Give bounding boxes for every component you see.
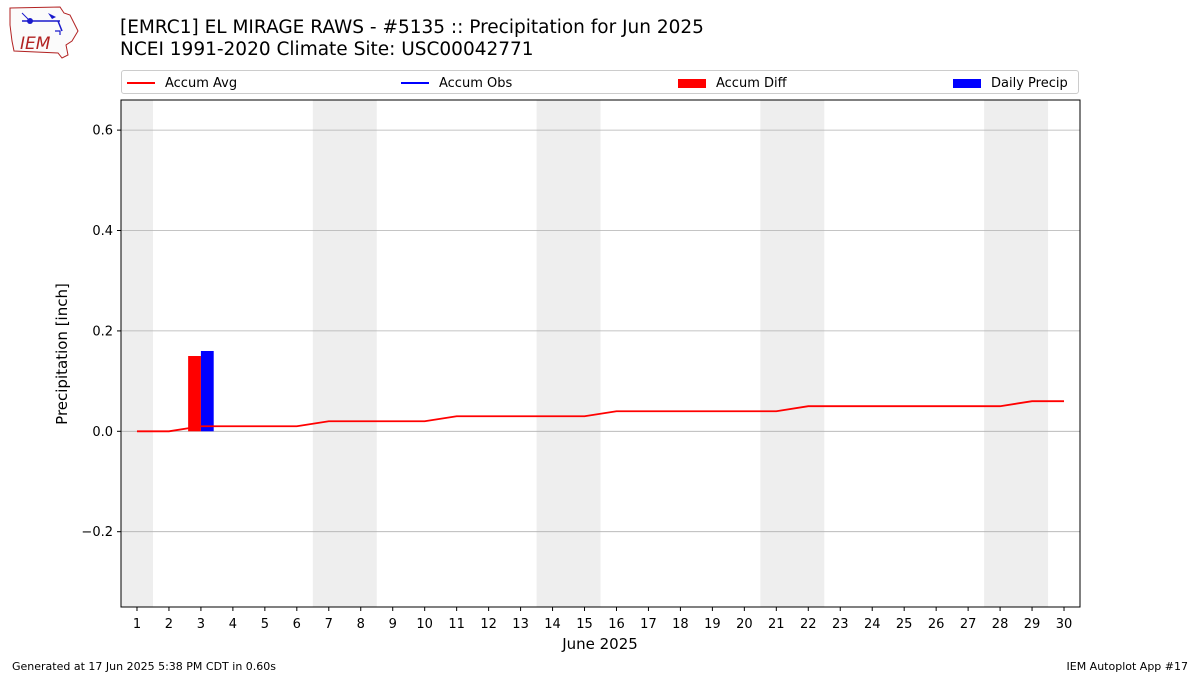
x-tick-label: 21 bbox=[768, 617, 785, 632]
accum-lines bbox=[136, 400, 1065, 433]
weekend-band-3 bbox=[760, 100, 825, 607]
x-tick-label: 18 bbox=[672, 617, 689, 632]
x-tick-label: 5 bbox=[261, 617, 269, 632]
x-tick-label: 24 bbox=[864, 617, 881, 632]
legend-swatch-daily-precip bbox=[953, 78, 981, 88]
legend-swatch-accum-avg bbox=[127, 82, 155, 84]
legend-swatch-accum-diff bbox=[678, 78, 706, 88]
legend-item-accum-obs: Accum Obs bbox=[401, 74, 512, 92]
weekend-band-2 bbox=[536, 100, 601, 607]
x-axis: 1 2 3 4 5 6 7 8 9 10 11 12 13 14 15 16 17 18 19 20 21 22 23 24 2… bbox=[133, 607, 1072, 632]
x-tick-label: 3 bbox=[197, 617, 205, 632]
x-tick-label: 11 bbox=[448, 617, 465, 632]
x-tick-label: 17 bbox=[640, 617, 657, 632]
daily-precip-bar-3 bbox=[200, 350, 214, 432]
legend-label-accum-avg: Accum Avg bbox=[165, 75, 238, 91]
x-tick-label: 29 bbox=[1024, 617, 1041, 632]
y-tick-label: 0.2 bbox=[92, 324, 113, 339]
y-tick-label: 0.0 bbox=[92, 425, 113, 440]
x-tick-label: 19 bbox=[704, 617, 721, 632]
y-tick-label: 0.4 bbox=[92, 224, 113, 239]
x-tick-label: 7 bbox=[325, 617, 333, 632]
weekend-band-1 bbox=[312, 100, 377, 607]
y-axis-label: Precipitation [inch] bbox=[53, 283, 71, 425]
iem-logo-graphic: IEM bbox=[9, 6, 79, 59]
chart-subtitle: NCEI 1991-2020 Climate Site: USC00042771 bbox=[120, 39, 534, 60]
x-tick-label: 30 bbox=[1056, 617, 1073, 632]
y-tick-label: −0.2 bbox=[81, 525, 113, 540]
legend-item-accum-avg: Accum Avg bbox=[127, 74, 237, 92]
x-tick-label: 26 bbox=[928, 617, 945, 632]
x-tick-label: 12 bbox=[480, 617, 497, 632]
legend-item-daily-precip: Daily Precip bbox=[953, 74, 1068, 92]
weekend-bands bbox=[121, 100, 1049, 607]
footer-generated: Generated at 17 Jun 2025 5:38 PM CDT in … bbox=[12, 660, 277, 673]
gridlines bbox=[121, 129, 1080, 533]
y-axis: −0.2 0.0 0.2 0.4 0.6 bbox=[81, 124, 121, 540]
x-tick-label: 27 bbox=[960, 617, 977, 632]
y-tick-label: 0.6 bbox=[92, 124, 113, 139]
legend-label-accum-obs: Accum Obs bbox=[439, 75, 513, 91]
plot-frame bbox=[120, 99, 1081, 608]
legend-label-accum-diff: Accum Diff bbox=[716, 75, 787, 91]
x-tick-label: 13 bbox=[512, 617, 529, 632]
accum-diff-bar-3 bbox=[188, 356, 201, 432]
x-tick-label: 2 bbox=[165, 617, 173, 632]
weekend-band-0 bbox=[121, 100, 153, 607]
weekend-band-4 bbox=[984, 100, 1049, 607]
x-tick-label: 9 bbox=[389, 617, 397, 632]
x-tick-label: 22 bbox=[800, 617, 817, 632]
accum-avg-line bbox=[136, 400, 1065, 433]
chart-legend: Accum Avg Accum Obs Accum Diff Daily Pre… bbox=[121, 70, 1079, 94]
x-tick-label: 8 bbox=[357, 617, 365, 632]
x-tick-label: 23 bbox=[832, 617, 849, 632]
precip-bars bbox=[188, 350, 214, 432]
x-tick-label: 15 bbox=[576, 617, 593, 632]
x-tick-label: 16 bbox=[608, 617, 625, 632]
logo-text: IEM bbox=[20, 34, 51, 54]
x-tick-label: 25 bbox=[896, 617, 913, 632]
legend-swatch-accum-obs bbox=[401, 82, 429, 84]
x-tick-label: 4 bbox=[229, 617, 237, 632]
footer-app: IEM Autoplot App #17 bbox=[1066, 660, 1189, 673]
x-tick-label: 20 bbox=[736, 617, 753, 632]
x-tick-label: 28 bbox=[992, 617, 1009, 632]
x-tick-label: 1 bbox=[133, 617, 141, 632]
x-tick-label: 6 bbox=[293, 617, 301, 632]
legend-item-accum-diff: Accum Diff bbox=[678, 74, 787, 92]
iem-logo: IEM bbox=[8, 5, 80, 59]
x-tick-label: 14 bbox=[544, 617, 561, 632]
chart-title: [EMRC1] EL MIRAGE RAWS - #5135 :: Precip… bbox=[120, 17, 704, 38]
x-tick-label: 10 bbox=[416, 617, 433, 632]
legend-label-daily-precip: Daily Precip bbox=[991, 75, 1068, 91]
x-axis-label: June 2025 bbox=[561, 635, 638, 653]
